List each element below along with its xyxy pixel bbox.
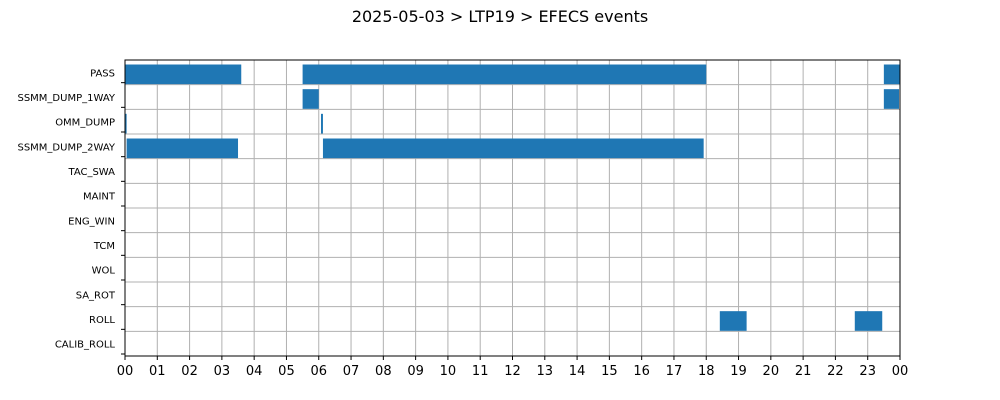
event-bar	[126, 138, 239, 159]
x-tick-label: 10	[440, 364, 457, 379]
x-tick-label: 06	[310, 364, 327, 379]
event-bar	[302, 64, 707, 85]
y-tick-label: SA_ROT	[76, 290, 116, 301]
y-tick-label: TAC_SWA	[67, 167, 115, 178]
y-tick-label: SSMM_DUMP_1WAY	[17, 93, 115, 104]
event-bar	[883, 64, 900, 85]
event-bar	[322, 138, 704, 159]
x-tick-label: 17	[666, 364, 683, 379]
x-tick-label: 22	[827, 364, 844, 379]
y-tick-label: CALIB_ROLL	[55, 340, 116, 351]
x-tick-label: 23	[859, 364, 876, 379]
event-bar	[854, 311, 883, 331]
x-tick-label: 16	[633, 364, 650, 379]
event-bar	[125, 64, 242, 85]
y-tick-label: PASS	[90, 68, 115, 79]
chart-title: 2025-05-03 > LTP19 > EFECS events	[352, 7, 648, 26]
y-tick-label: WOL	[92, 266, 116, 277]
x-tick-label: 03	[214, 364, 231, 379]
x-tick-label: 09	[407, 364, 424, 379]
y-axis: PASS SSMM_DUMP_1WAY OMM_DUMP SSMM_DUMP_2WAY…	[17, 68, 125, 355]
x-tick-label: 13	[537, 364, 554, 379]
y-tick-label: OMM_DUMP	[55, 118, 115, 129]
x-tick-label: 15	[601, 364, 618, 379]
x-tick-label: 00	[892, 364, 909, 379]
x-tick-label: 19	[730, 364, 747, 379]
y-tick-label: SSMM_DUMP_2WAY	[17, 142, 115, 153]
event-bar	[321, 113, 323, 134]
x-tick-label: 20	[763, 364, 780, 379]
x-axis: 00 01 02 03 04 05 06 07 08 09 10 11 12 13 14 15 16 17 18 19…	[117, 356, 909, 379]
grid	[124, 60, 901, 356]
event-bar	[883, 89, 900, 109]
event-bar	[302, 89, 319, 109]
x-tick-label: 11	[472, 364, 489, 379]
x-tick-label: 12	[504, 364, 521, 379]
event-bars	[125, 64, 900, 331]
x-tick-label: 02	[181, 364, 198, 379]
x-tick-label: 05	[278, 364, 295, 379]
y-tick-label: TCM	[93, 241, 115, 252]
y-tick-label: ENG_WIN	[68, 216, 115, 227]
x-tick-label: 01	[149, 364, 166, 379]
x-tick-label: 07	[343, 364, 360, 379]
x-tick-label: 00	[117, 364, 134, 379]
x-tick-label: 04	[246, 364, 263, 379]
x-tick-label: 18	[698, 364, 715, 379]
x-tick-label: 14	[569, 364, 586, 379]
event-bar	[125, 113, 127, 134]
x-tick-label: 21	[795, 364, 812, 379]
event-bar	[719, 311, 747, 331]
y-tick-label: MAINT	[83, 192, 116, 203]
x-tick-label: 08	[375, 364, 392, 379]
y-tick-label: ROLL	[89, 315, 115, 326]
